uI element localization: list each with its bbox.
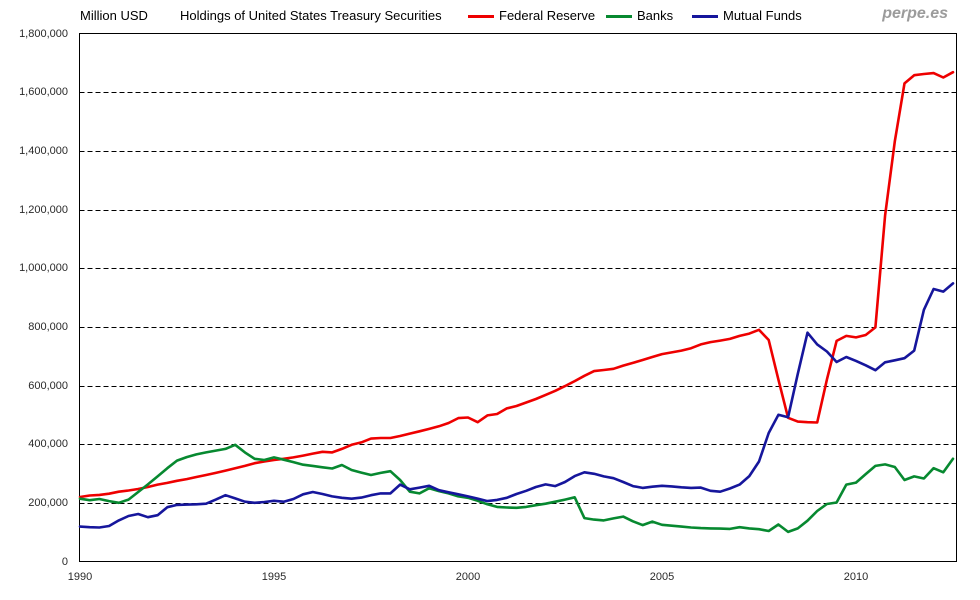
legend-label-banks: Banks [637, 8, 674, 23]
legend-label-federal-reserve: Federal Reserve [499, 8, 596, 23]
y-axis-label: 1,000,000 [19, 262, 68, 275]
series-line-federal-reserve [78, 70, 955, 499]
y-axis-label: 600,000 [28, 379, 68, 392]
legend-label-mutual-funds: Mutual Funds [723, 8, 802, 23]
x-axis-label: 2000 [455, 571, 481, 583]
y-axis-label: 800,000 [28, 320, 68, 333]
banks-line-swatch-icon [606, 14, 632, 18]
x-axis-label: 2005 [649, 571, 675, 583]
y-axis-label: 0 [61, 555, 68, 568]
gridlines [79, 92, 957, 504]
units-label: Million USD [80, 8, 148, 23]
chart-title: Holdings of United States Treasury Secur… [180, 8, 442, 23]
x-axis-label: 1995 [261, 571, 287, 583]
legend-item-mutual-funds: Mutual Funds [692, 8, 802, 24]
plot-border [79, 33, 957, 562]
series-line-mutual-funds [78, 282, 955, 529]
series-line-banks [78, 443, 955, 534]
y-axis-label: 1,400,000 [19, 144, 68, 157]
federal-reserve-line-swatch-icon [468, 14, 494, 18]
y-axis-label: 400,000 [28, 438, 68, 451]
y-axis-label: 1,800,000 [19, 27, 68, 40]
y-axis-label: 1,600,000 [19, 86, 68, 99]
mutual-funds-line-swatch-icon [692, 14, 718, 18]
legend-item-federal-reserve: Federal Reserve [468, 8, 595, 24]
series-lines [78, 70, 955, 534]
y-axis-label: 200,000 [28, 496, 68, 509]
x-axis-label: 1990 [67, 571, 93, 583]
watermark: perpe.es [882, 5, 948, 22]
x-axis-label: 2010 [843, 571, 869, 583]
y-axis-label: 1,200,000 [19, 203, 68, 216]
legend-item-banks: Banks [606, 8, 673, 24]
